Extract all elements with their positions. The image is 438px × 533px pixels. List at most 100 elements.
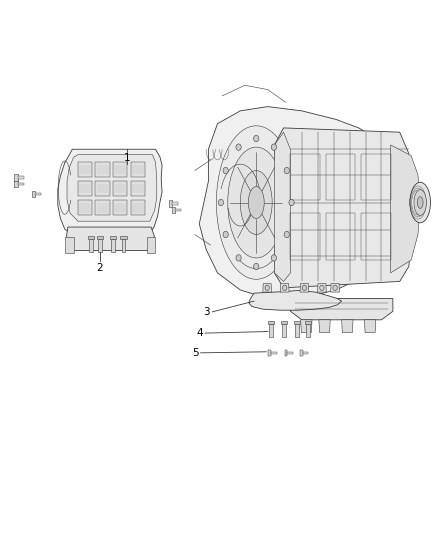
Bar (287, 352, 293, 354)
Bar (172, 207, 175, 213)
Ellipse shape (248, 187, 264, 219)
Ellipse shape (228, 147, 285, 258)
Polygon shape (65, 237, 74, 253)
Polygon shape (364, 320, 376, 333)
Polygon shape (132, 203, 144, 213)
Text: 1: 1 (124, 152, 131, 163)
Bar (14, 181, 18, 187)
Polygon shape (300, 284, 309, 292)
Polygon shape (131, 200, 145, 215)
Bar (14, 174, 18, 181)
Polygon shape (79, 165, 91, 174)
Polygon shape (78, 200, 92, 215)
Bar (300, 350, 303, 357)
Circle shape (223, 231, 228, 238)
Text: 4: 4 (196, 328, 203, 338)
Circle shape (271, 255, 276, 261)
Bar (172, 203, 178, 205)
Polygon shape (97, 184, 109, 193)
Polygon shape (113, 181, 127, 196)
Polygon shape (300, 320, 312, 333)
Bar (271, 352, 277, 354)
Bar (32, 191, 35, 197)
Bar (281, 321, 287, 324)
Bar (282, 324, 286, 337)
Bar (268, 350, 271, 357)
Polygon shape (113, 162, 127, 177)
Circle shape (284, 231, 290, 238)
Polygon shape (95, 181, 110, 196)
Polygon shape (318, 284, 326, 292)
Circle shape (254, 135, 259, 142)
Polygon shape (280, 284, 289, 292)
Polygon shape (67, 155, 157, 221)
Bar (269, 324, 272, 337)
Polygon shape (263, 284, 272, 292)
Circle shape (283, 285, 287, 290)
Polygon shape (342, 320, 353, 333)
Bar (169, 200, 172, 207)
Polygon shape (67, 227, 154, 251)
Bar (110, 236, 116, 239)
Polygon shape (132, 165, 144, 174)
Polygon shape (97, 203, 109, 213)
Bar (122, 239, 125, 252)
Ellipse shape (216, 126, 296, 279)
Bar (303, 352, 308, 354)
Polygon shape (131, 181, 145, 196)
Ellipse shape (417, 197, 423, 208)
Circle shape (271, 144, 276, 150)
Circle shape (333, 285, 337, 290)
Text: 2: 2 (96, 263, 103, 273)
Polygon shape (319, 320, 330, 333)
Polygon shape (114, 184, 126, 193)
Polygon shape (331, 284, 339, 292)
Circle shape (265, 285, 269, 290)
Bar (98, 239, 102, 252)
Bar (120, 236, 127, 239)
Ellipse shape (414, 190, 427, 215)
Polygon shape (78, 181, 92, 196)
Bar (294, 321, 300, 324)
Circle shape (302, 285, 307, 290)
Text: 3: 3 (204, 307, 210, 317)
Ellipse shape (240, 171, 272, 235)
Polygon shape (147, 237, 155, 253)
Bar (89, 239, 92, 252)
Bar (268, 321, 274, 324)
Ellipse shape (410, 182, 431, 223)
Bar (306, 324, 310, 337)
Circle shape (254, 263, 259, 270)
Polygon shape (95, 162, 110, 177)
Bar (295, 324, 299, 337)
Bar (305, 321, 311, 324)
Polygon shape (113, 200, 127, 215)
Bar (285, 350, 287, 357)
Text: 5: 5 (192, 348, 198, 358)
Polygon shape (275, 132, 290, 281)
Circle shape (218, 199, 223, 206)
Polygon shape (79, 184, 91, 193)
Polygon shape (58, 149, 162, 235)
Bar (111, 239, 115, 252)
Polygon shape (78, 162, 92, 177)
Polygon shape (95, 200, 110, 215)
Polygon shape (79, 203, 91, 213)
Circle shape (223, 167, 228, 174)
Circle shape (236, 144, 241, 150)
Polygon shape (199, 107, 413, 298)
Circle shape (284, 167, 290, 174)
Bar (88, 236, 94, 239)
Polygon shape (97, 165, 109, 174)
Polygon shape (114, 165, 126, 174)
Bar (18, 176, 24, 179)
Polygon shape (275, 128, 413, 288)
Polygon shape (290, 298, 393, 320)
Circle shape (320, 285, 324, 290)
Polygon shape (391, 145, 420, 273)
Polygon shape (132, 184, 144, 193)
Bar (18, 183, 24, 185)
Bar (35, 193, 41, 195)
Bar (97, 236, 103, 239)
Polygon shape (249, 290, 342, 310)
